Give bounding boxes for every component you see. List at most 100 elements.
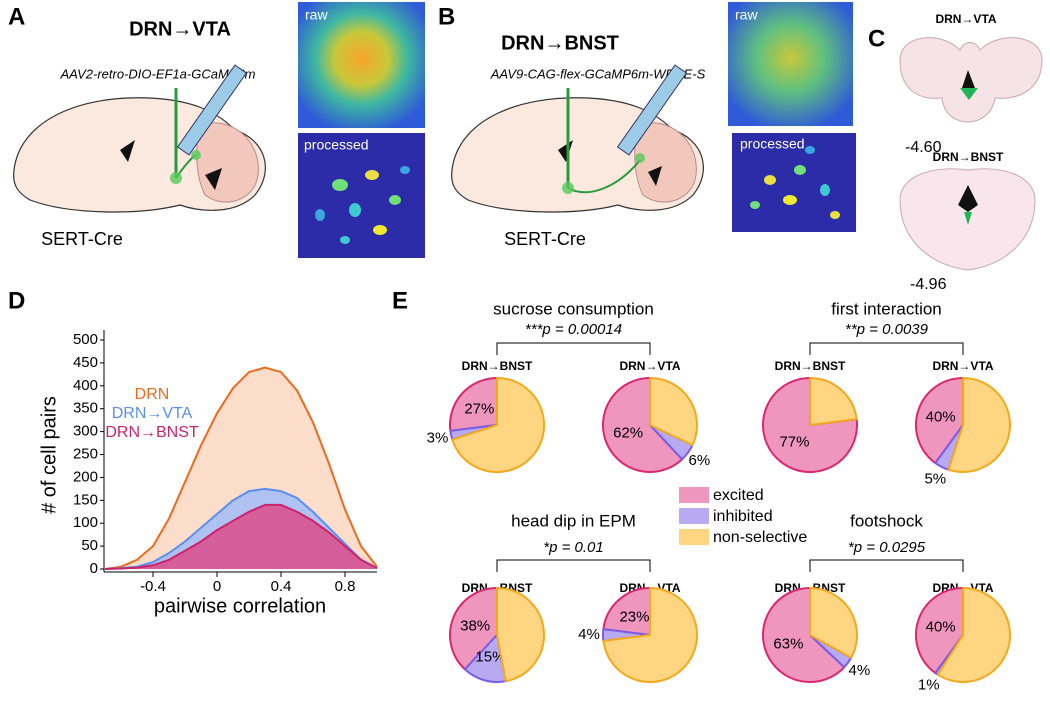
y-axis-label: # of cell pairs — [38, 396, 60, 514]
legend-label: excited — [713, 487, 764, 504]
panel-label: D — [8, 287, 25, 314]
mouse-line: SERT-Cre — [504, 229, 586, 249]
line — [104, 366, 378, 570]
brain-section — [899, 168, 1036, 271]
pie-slice — [936, 587, 1012, 683]
value-label: 4% — [578, 626, 600, 643]
value-label: 1% — [918, 676, 940, 693]
pie-slice — [602, 587, 651, 636]
section-label: DRN→VTA — [935, 12, 996, 26]
y-tick-label: 0 — [90, 560, 98, 577]
p-value: **p = 0.0039 — [845, 321, 929, 338]
significance-bracket — [809, 342, 964, 355]
legend-label: inhibited — [713, 508, 773, 525]
pie-label: DRN→VTA — [932, 359, 993, 373]
value-label: 15% — [475, 649, 505, 666]
brain-illustration — [13, 64, 266, 213]
panel-label: B — [438, 3, 455, 30]
image-label: processed — [304, 137, 369, 153]
y-tick-label: 400 — [73, 377, 98, 394]
value-label: 40% — [926, 619, 956, 636]
panel-label: A — [8, 3, 25, 30]
chart-title: footshock — [850, 511, 923, 530]
brain-section — [899, 37, 1043, 123]
legend-label: non-selective — [713, 529, 807, 546]
section-coordinate: -4.96 — [910, 276, 947, 293]
pie-slice — [762, 377, 858, 473]
pie-slice — [451, 377, 545, 473]
section-coordinate: -4.60 — [905, 139, 942, 156]
value-label: 4% — [849, 662, 871, 679]
processed-image — [732, 133, 856, 232]
pie-slice — [602, 377, 684, 473]
virus-label: AAV2-retro-DIO-EF1a-GCaMP6m — [59, 66, 255, 81]
pie-slice — [947, 377, 1011, 473]
image-label: processed — [740, 136, 805, 152]
pie-slice — [915, 377, 964, 465]
pie-slice — [809, 587, 858, 659]
value-label: 62% — [613, 425, 643, 442]
pie-label: DRN→BNST — [775, 359, 846, 373]
raw-image — [728, 2, 853, 126]
line — [104, 503, 378, 570]
pie-slice — [496, 587, 545, 683]
x-tick-label: 0 — [213, 578, 221, 595]
y-tick-label: 200 — [73, 468, 98, 485]
raw-image — [298, 2, 425, 128]
area — [105, 504, 377, 569]
value-label: 3% — [427, 429, 449, 446]
legend-swatch — [679, 487, 709, 503]
significance-bracket — [496, 559, 651, 572]
brain-illustration — [451, 64, 704, 213]
x-tick-label: 0.8 — [335, 578, 356, 595]
panel-label: E — [392, 287, 408, 314]
legend-label: DRN→VTA — [112, 405, 193, 422]
line — [104, 487, 378, 570]
p-value: *p = 0.01 — [543, 539, 603, 556]
pie-slice — [915, 587, 964, 675]
x-axis-label: pairwise correlation — [154, 595, 326, 617]
y-tick-label: 450 — [73, 354, 98, 371]
pie-label: DRN→BNST — [462, 359, 533, 373]
pie-slice — [649, 377, 698, 447]
x-tick-label: -0.4 — [140, 578, 166, 595]
chart-title: head dip in EPM — [511, 511, 636, 530]
pie-slice — [449, 587, 498, 671]
panel-label: C — [868, 25, 885, 52]
y-tick-label: 350 — [73, 400, 98, 417]
pie-slice — [602, 587, 698, 683]
legend-swatch — [679, 508, 709, 524]
value-label: 6% — [689, 452, 711, 469]
p-value: ***p = 0.00014 — [525, 321, 622, 338]
pie-slice — [449, 377, 498, 432]
value-label: 40% — [926, 409, 956, 426]
p-value: *p = 0.0295 — [848, 539, 926, 556]
section-label: DRN→BNST — [933, 150, 1004, 164]
mouse-line: SERT-Cre — [41, 229, 123, 249]
pie-label: DRN→VTA — [619, 359, 680, 373]
significance-bracket — [496, 342, 651, 355]
y-tick-label: 500 — [73, 331, 98, 348]
virus-label: AAV9-CAG-flex-GCaMP6m-WPRE-S — [490, 66, 706, 81]
y-tick-label: 100 — [73, 514, 98, 531]
value-label: 27% — [464, 400, 494, 417]
y-tick-label: 300 — [73, 423, 98, 440]
legend-swatch — [679, 529, 709, 545]
pie-slice — [761, 587, 846, 683]
legend-label: DRN — [135, 386, 170, 403]
x-tick-label: 0.4 — [271, 578, 292, 595]
y-tick-label: 150 — [73, 491, 98, 508]
processed-image — [298, 133, 425, 258]
image-label: raw — [735, 7, 758, 23]
y-tick-label: 50 — [81, 537, 98, 554]
panel-title: DRN→BNST — [501, 32, 619, 54]
value-label: 23% — [619, 608, 649, 625]
image-label: raw — [305, 7, 328, 23]
value-label: 38% — [460, 617, 490, 634]
chart-title: first interaction — [831, 299, 942, 318]
value-label: 63% — [773, 635, 803, 652]
value-label: 5% — [924, 470, 946, 487]
legend-label: DRN→BNST — [105, 424, 199, 441]
y-tick-label: 250 — [73, 445, 98, 462]
